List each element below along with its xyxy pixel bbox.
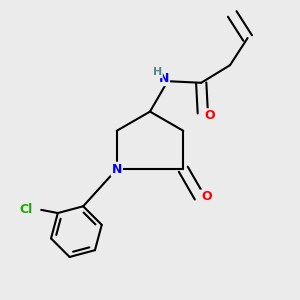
Text: H: H bbox=[153, 67, 162, 77]
Text: Cl: Cl bbox=[19, 203, 32, 216]
Text: N: N bbox=[112, 163, 122, 176]
Text: N: N bbox=[159, 72, 169, 85]
Text: O: O bbox=[201, 190, 211, 203]
Text: O: O bbox=[205, 109, 215, 122]
